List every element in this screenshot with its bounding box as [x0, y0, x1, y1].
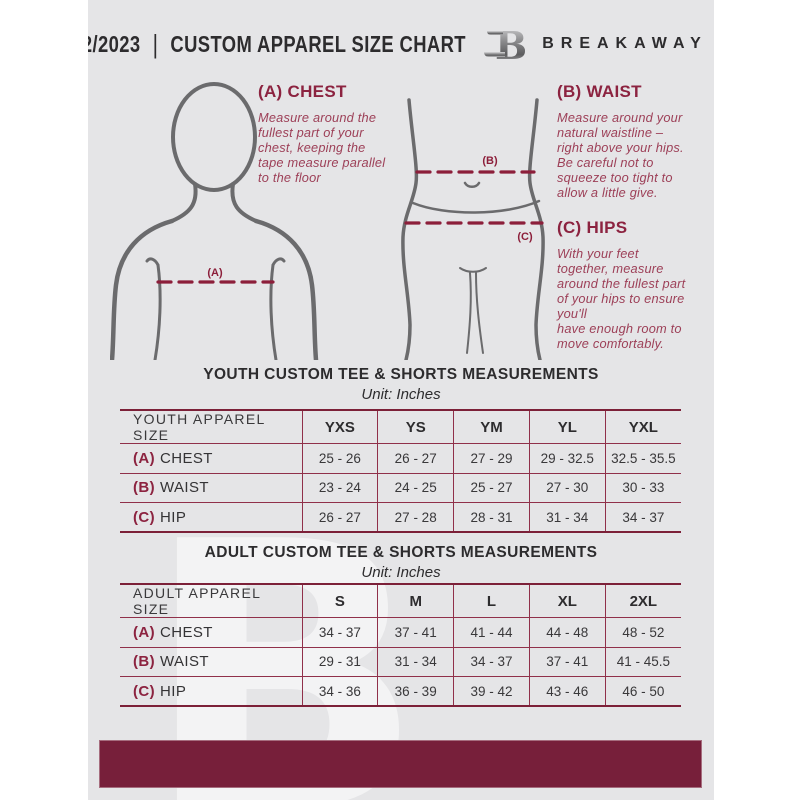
chest-line-label: (A) [207, 267, 223, 279]
youth-unit-label: Unit: Inches [361, 386, 441, 403]
chest-figure-diagram: (A) [110, 82, 319, 360]
cell-value: 25 - 27 [453, 473, 530, 503]
head-outline [171, 82, 257, 192]
cell-value: 25 - 26 [301, 443, 378, 473]
table-row: (A) CHEST 25 - 26 26 - 27 27 - 29 29 - 32… [120, 443, 681, 473]
hip-curve [411, 199, 541, 214]
adult-unit-label: Unit: Inches [361, 564, 441, 581]
column-header-m: M [377, 584, 454, 618]
youth-size-label: YOUTH APPAREL SIZE [133, 411, 266, 443]
column-header-l: L [453, 584, 530, 618]
cell-value: 27 - 29 [453, 443, 530, 473]
adult-size-table: ADULT APPAREL SIZE S M L XL 2XL (A) CHEST… [120, 583, 681, 707]
page-title: CUSTOM APPAREL SIZE CHART [170, 30, 467, 57]
cell-value: 41 - 44 [453, 617, 530, 647]
cell-value: 41 - 45.5 [604, 647, 681, 677]
row-prefix: (C) [133, 682, 156, 700]
size-chart-page: B 2022/2023 | CUSTOM APPAREL SIZE CHART [88, 0, 714, 800]
row-prefix: (C) [133, 508, 156, 526]
cell-value: 34 - 37 [604, 502, 681, 532]
header-title-group: 2022/2023 | CUSTOM APPAREL SIZE CHART [88, 28, 467, 60]
row-label: WAIST [160, 653, 209, 671]
row-label: CHEST [160, 623, 213, 641]
chest-instructions: Measure around the fullest part of your … [258, 110, 386, 185]
cell-value: 34 - 37 [301, 617, 378, 647]
table-row: (B) WAIST 23 - 24 24 - 25 25 - 27 27 - 30… [120, 473, 681, 503]
row-label: CHEST [160, 449, 213, 467]
cell-value: 31 - 34 [377, 647, 454, 677]
row-label: HIP [160, 682, 187, 700]
youth-table-title: YOUTH CUSTOM TEE & SHORTS MEASUREMENTS [203, 366, 599, 383]
hips-heading: (C) HIPS [557, 218, 628, 237]
cell-value: 26 - 27 [301, 502, 378, 532]
column-header-yxs: YXS [301, 410, 378, 444]
header-bar: 2022/2023 | CUSTOM APPAREL SIZE CHART B [88, 22, 714, 66]
cell-value: 44 - 48 [528, 617, 606, 647]
column-header-xl: XL [528, 584, 606, 618]
waist-instructions: Measure around your natural waistline – … [557, 110, 684, 200]
table-row: (C) HIP 26 - 27 27 - 28 28 - 31 31 - 34 3… [120, 502, 681, 532]
row-prefix: (B) [133, 653, 156, 671]
youth-header-row: YOUTH APPAREL SIZE YXS YS YM YL YXL [120, 410, 681, 444]
chest-heading: (A) CHEST [258, 82, 347, 101]
row-label: HIP [160, 508, 187, 526]
cell-value: 29 - 32.5 [528, 443, 606, 473]
cell-value: 26 - 27 [377, 443, 454, 473]
cell-value: 34 - 36 [301, 676, 378, 706]
header-divider: | [152, 28, 159, 59]
cell-value: 36 - 39 [377, 676, 454, 706]
column-header-yl: YL [528, 410, 606, 444]
waist-hips-figure-diagram: (B) (C) [401, 98, 545, 360]
column-header-2xl: 2XL [604, 584, 681, 618]
column-header-ym: YM [453, 410, 530, 444]
row-prefix: (B) [133, 479, 156, 497]
cell-value: 24 - 25 [377, 473, 454, 503]
cell-value: 32.5 - 35.5 [604, 443, 681, 473]
breakaway-logo-icon: B [482, 22, 528, 66]
cell-value: 27 - 28 [377, 502, 454, 532]
column-header-yxl: YXL [604, 410, 681, 444]
brand-name: BREAKAWAY [542, 35, 708, 52]
cell-value: 27 - 30 [528, 473, 606, 503]
cell-value: 28 - 31 [453, 502, 530, 532]
cell-value: 29 - 31 [301, 647, 378, 677]
adult-header-row: ADULT APPAREL SIZE S M L XL 2XL [120, 584, 681, 618]
table-row: (A) CHEST 34 - 37 37 - 41 41 - 44 44 - 48… [120, 617, 681, 647]
cell-value: 37 - 41 [528, 647, 606, 677]
svg-text:B: B [495, 23, 527, 66]
adult-size-label: ADULT APPAREL SIZE [133, 585, 261, 617]
row-prefix: (A) [133, 449, 156, 467]
hips-instructions: With your feet together, measure around … [557, 246, 686, 351]
waist-line-label: (B) [482, 155, 498, 167]
footer-accent-bar [99, 740, 702, 788]
table-row: (C) HIP 34 - 36 36 - 39 39 - 42 43 - 46 4… [120, 676, 681, 706]
row-label: WAIST [160, 479, 209, 497]
cell-value: 37 - 41 [377, 617, 454, 647]
column-header-ys: YS [377, 410, 454, 444]
column-header-s: S [301, 584, 378, 618]
adult-table-title: ADULT CUSTOM TEE & SHORTS MEASUREMENTS [204, 544, 598, 561]
cell-value: 43 - 46 [528, 676, 606, 706]
hips-line-label: (C) [517, 231, 533, 243]
youth-size-table: YOUTH APPAREL SIZE YXS YS YM YL YXL (A) C… [120, 409, 681, 533]
table-row: (B) WAIST 29 - 31 31 - 34 34 - 37 37 - 41… [120, 647, 681, 677]
cell-value: 46 - 50 [604, 676, 681, 706]
row-prefix: (A) [133, 623, 156, 641]
cell-value: 23 - 24 [301, 473, 378, 503]
cell-value: 48 - 52 [604, 617, 681, 647]
cell-value: 31 - 34 [528, 502, 606, 532]
cell-value: 30 - 33 [604, 473, 681, 503]
cell-value: 34 - 37 [453, 647, 530, 677]
header-year: 2022/2023 [88, 30, 141, 57]
navel-mark [463, 181, 481, 188]
cell-value: 39 - 42 [453, 676, 530, 706]
waist-heading: (B) WAIST [557, 82, 642, 101]
